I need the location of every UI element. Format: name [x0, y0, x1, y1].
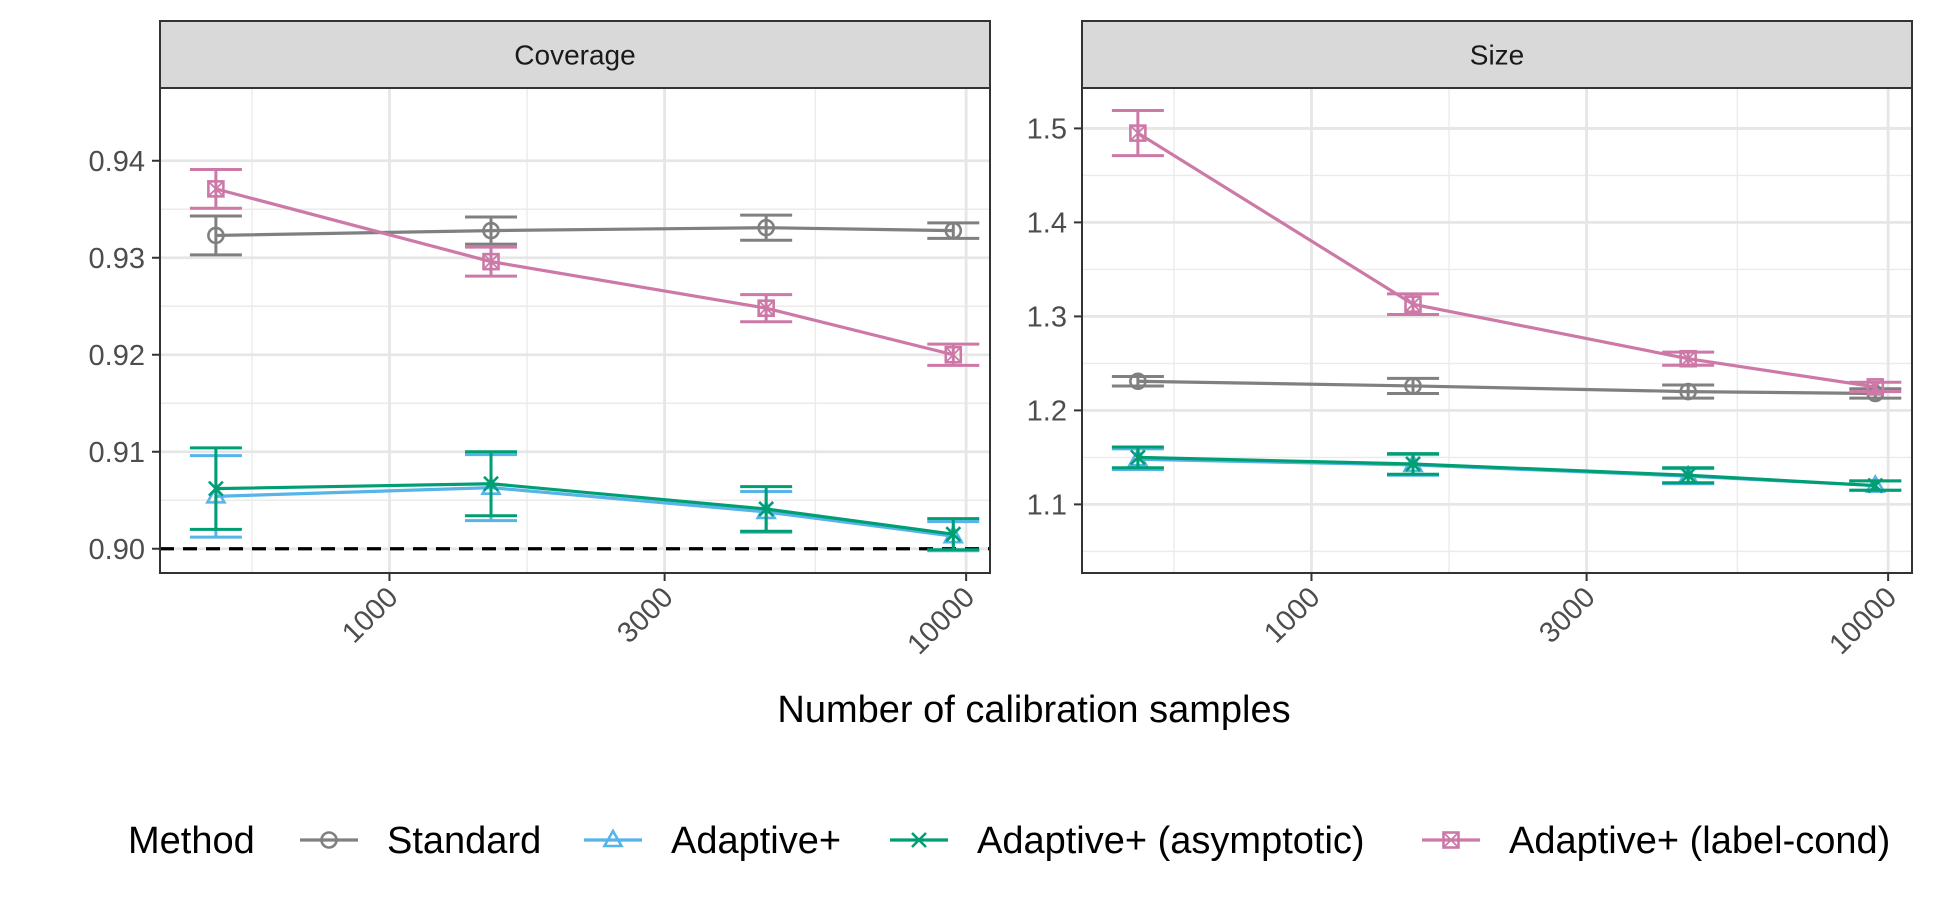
facet-strip — [159, 20, 991, 89]
y-tick-label: 1.3 — [1027, 301, 1067, 333]
y-tick-label: 0.90 — [89, 534, 145, 566]
data-point — [1866, 378, 1885, 396]
legend-key-marker — [602, 828, 624, 848]
series-adaptive-asymptotic — [1111, 445, 1902, 494]
series-line — [215, 482, 954, 536]
series-adaptive-label-cond — [189, 167, 980, 367]
legend-label: Standard — [387, 820, 541, 862]
series-line — [215, 486, 954, 538]
data-point — [1405, 456, 1421, 472]
data-point — [1867, 477, 1884, 494]
data-point — [1129, 449, 1146, 466]
legend-key-marker — [911, 832, 927, 848]
facet-strip-label: Coverage — [514, 40, 635, 71]
data-point-cross — [758, 300, 775, 317]
data-point — [1129, 372, 1147, 391]
legend-label: Adaptive+ (label-cond) — [1509, 820, 1890, 862]
data-point — [1129, 124, 1147, 142]
data-point — [944, 345, 963, 364]
data-point-box — [1679, 349, 1697, 368]
legend-key-marker-cross — [1442, 831, 1460, 849]
data-point-cross — [1867, 378, 1884, 396]
legend-key-marker — [1442, 831, 1460, 849]
data-point-cross — [207, 180, 225, 198]
series-line — [1137, 131, 1876, 389]
data-point — [207, 180, 225, 198]
y-tick-label: 1.1 — [1027, 489, 1067, 521]
legend-label: Adaptive+ (asymptotic) — [977, 820, 1365, 862]
data-point — [482, 252, 500, 271]
data-point — [1404, 377, 1422, 395]
data-point-box — [207, 180, 225, 198]
y-tick-label: 0.94 — [89, 146, 145, 178]
data-point — [1679, 349, 1697, 368]
facet-strip-label: Size — [1470, 40, 1524, 71]
y-tick-label: 0.93 — [89, 243, 145, 275]
data-point — [757, 218, 775, 237]
series-adaptive-label-cond — [1111, 109, 1902, 396]
legend-item-adaptive: Adaptive+ — [584, 820, 841, 862]
data-point-cross — [945, 346, 962, 363]
data-point-box — [1129, 124, 1147, 142]
gridlines — [1082, 88, 1912, 573]
series-standard — [189, 213, 980, 257]
error-bar — [1111, 375, 1164, 388]
legend-item-standard: Standard — [300, 820, 541, 862]
legend-label: Adaptive+ — [671, 820, 841, 862]
series-line — [1137, 455, 1876, 488]
series-adaptive-asymptotic — [189, 446, 980, 552]
data-point — [1404, 295, 1422, 313]
y-tick-label: 1.5 — [1027, 113, 1067, 145]
data-point — [758, 501, 775, 517]
data-point-box — [944, 345, 963, 364]
data-point — [482, 221, 500, 240]
data-point-cross — [1129, 124, 1147, 142]
y-tick-label: 1.4 — [1027, 207, 1067, 239]
series-line — [215, 226, 954, 238]
data-point-box — [1866, 378, 1885, 396]
legend: Method Standard Adaptive+ Adaptive+ (asympt… — [128, 820, 1890, 862]
series-line — [1137, 379, 1876, 396]
data-point-box — [482, 252, 500, 271]
legend-item-adaptive-label-cond: Adaptive+ (label-cond) — [1422, 820, 1890, 862]
y-tick-label: 1.2 — [1027, 395, 1067, 427]
data-point — [1680, 467, 1697, 484]
facet-strip — [1081, 20, 1913, 89]
data-point-box — [1404, 295, 1422, 313]
data-point — [757, 299, 775, 317]
data-point — [483, 475, 499, 492]
data-point-cross — [1680, 350, 1697, 367]
data-point — [1679, 382, 1697, 401]
y-tick-label: 0.92 — [89, 340, 145, 372]
legend-title: Method — [128, 820, 255, 862]
series-line — [215, 187, 954, 357]
data-point — [207, 226, 225, 245]
data-point-box — [757, 299, 775, 317]
data-point — [944, 221, 963, 240]
legend-key-marker — [320, 831, 338, 849]
data-point — [207, 480, 224, 497]
data-point-cross — [1404, 296, 1422, 313]
data-point — [945, 526, 962, 543]
legend-item-adaptive-asymptotic: Adaptive+ (asymptotic) — [890, 820, 1365, 862]
legend-key-marker-box — [1442, 831, 1460, 849]
x-axis-title: Number of calibration samples — [777, 689, 1290, 731]
data-point-cross — [482, 253, 500, 270]
y-tick-label: 0.91 — [89, 437, 145, 469]
plot-area — [1082, 88, 1912, 573]
